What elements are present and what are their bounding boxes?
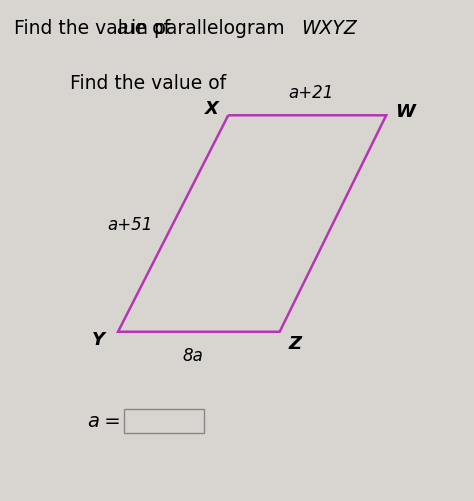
Text: =: = [98, 411, 120, 430]
Text: in parallelogram: in parallelogram [125, 19, 290, 38]
Text: Find the value of: Find the value of [70, 74, 232, 93]
Text: X: X [205, 99, 219, 117]
Text: a: a [116, 19, 128, 38]
Text: a+21: a+21 [288, 84, 334, 101]
Text: WXYZ: WXYZ [301, 19, 357, 38]
Text: W: W [395, 103, 415, 121]
Text: Z: Z [289, 335, 302, 353]
Text: Find the value of: Find the value of [14, 19, 176, 38]
Text: a+51: a+51 [108, 215, 153, 233]
Text: Y: Y [92, 331, 105, 349]
Text: a: a [87, 411, 99, 430]
Text: 8a: 8a [183, 346, 204, 364]
FancyBboxPatch shape [124, 410, 204, 433]
